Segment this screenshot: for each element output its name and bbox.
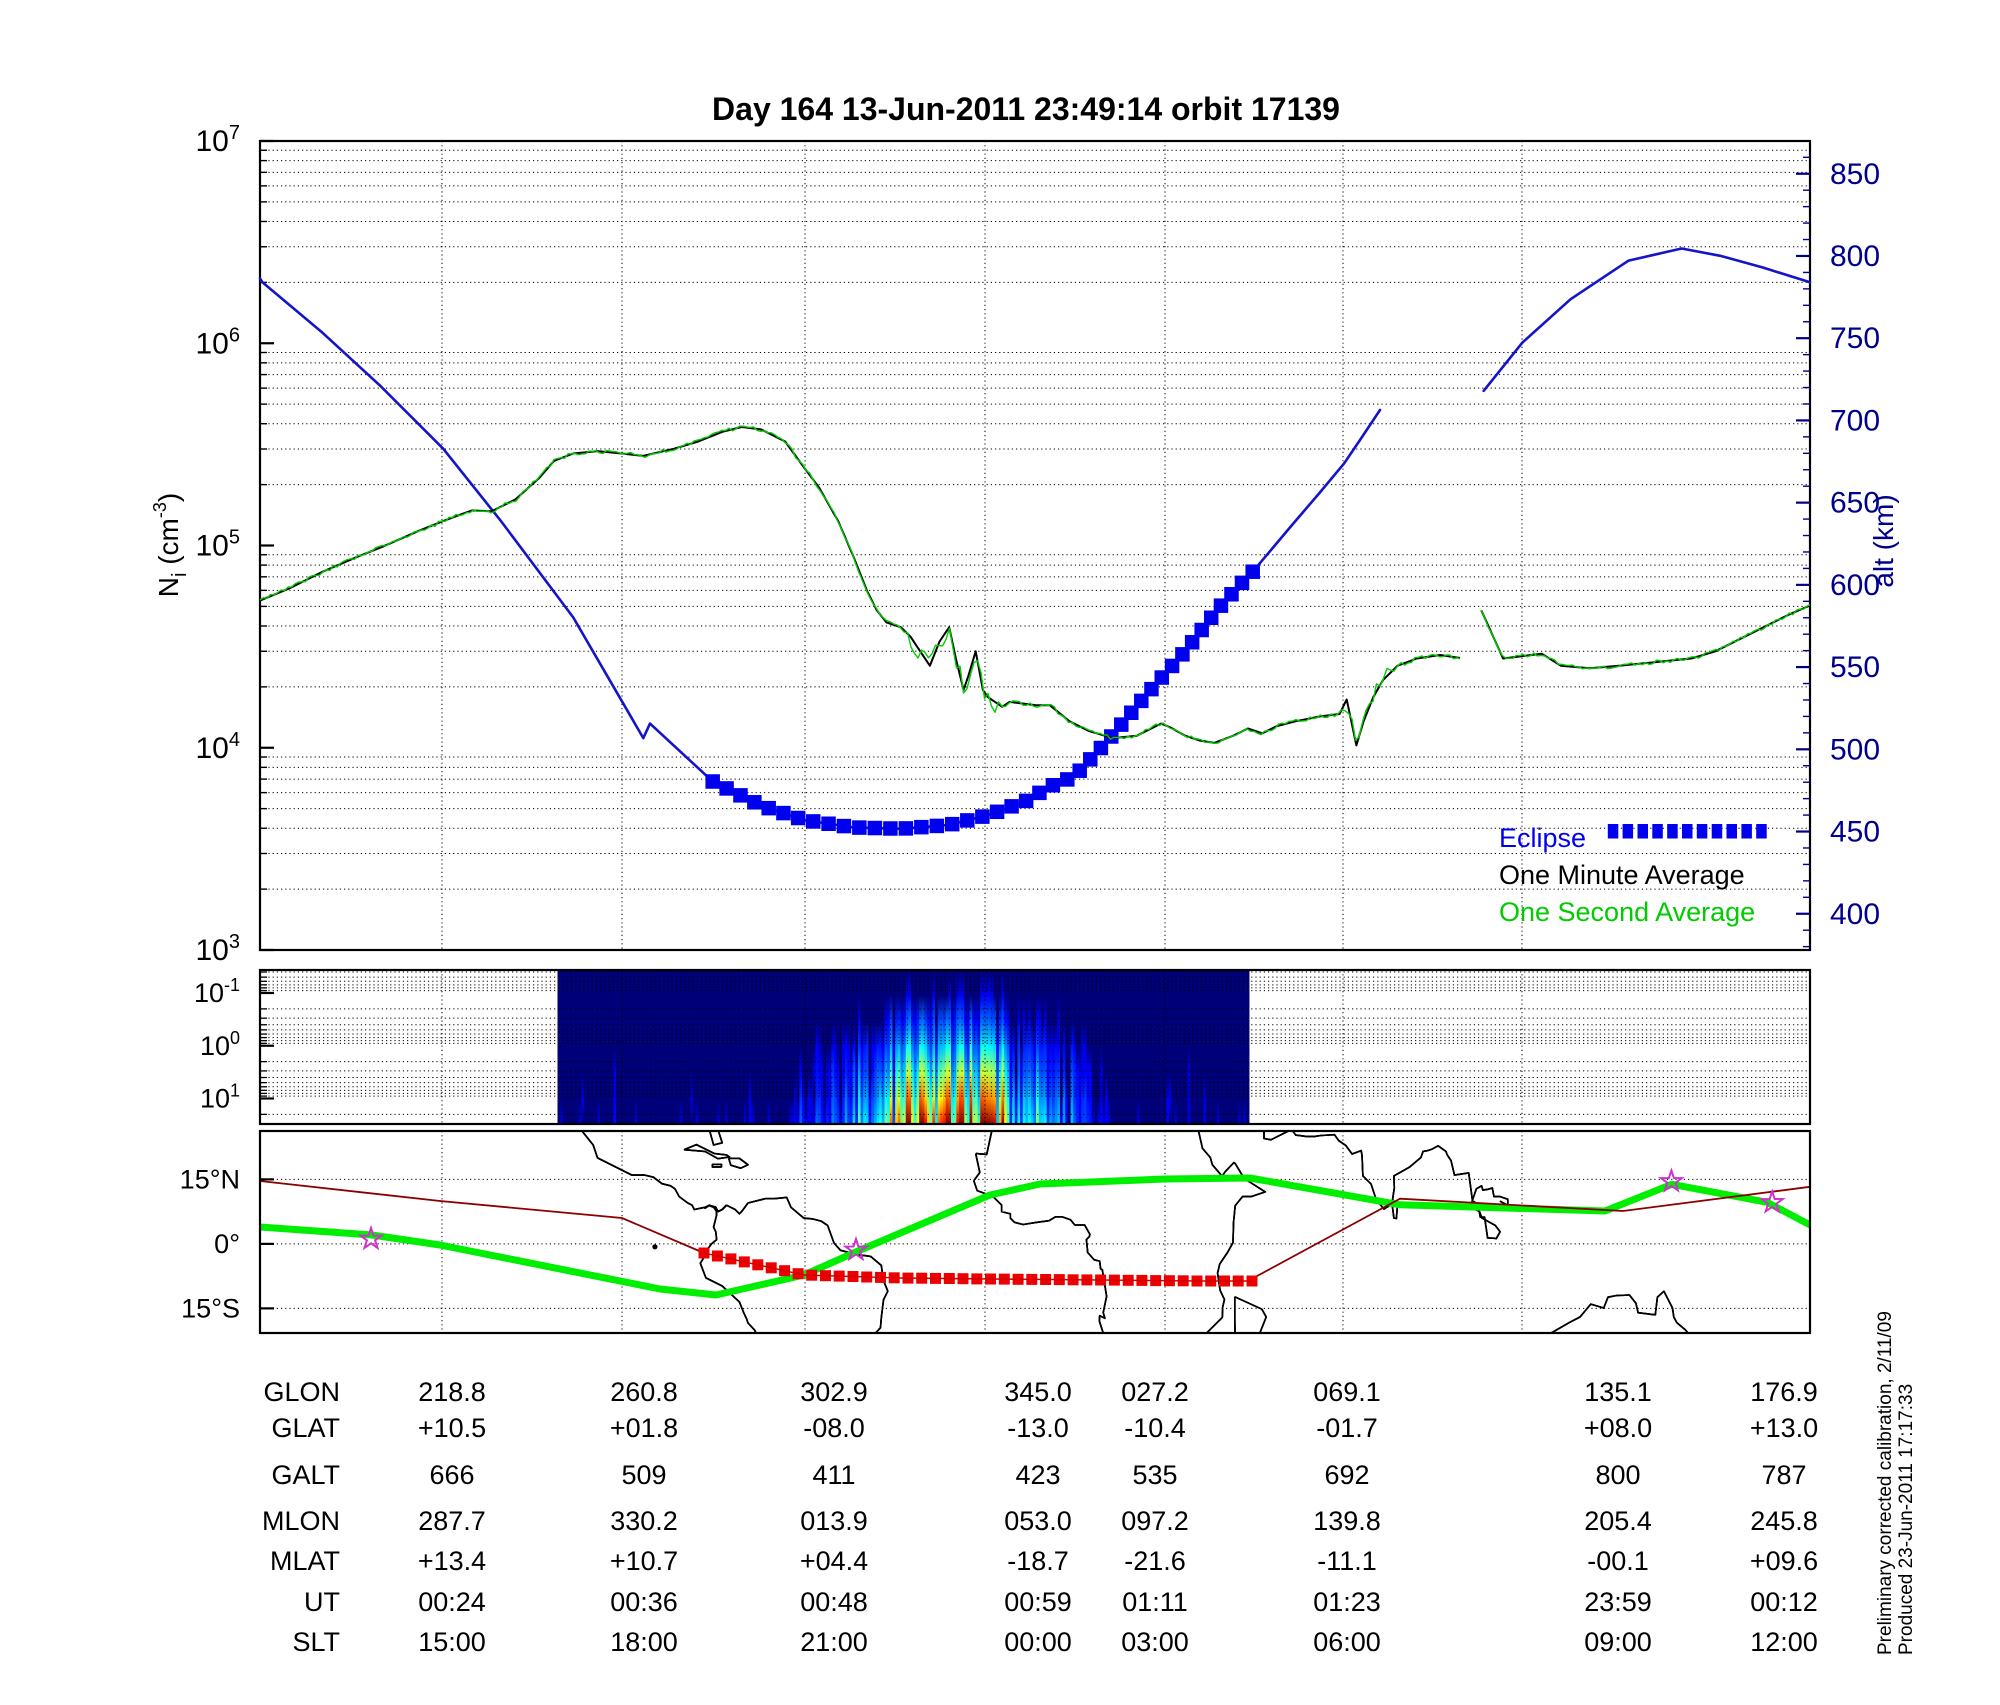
svg-text:One Second Average: One Second Average	[1499, 897, 1755, 927]
svg-text:800: 800	[1595, 1460, 1640, 1490]
svg-text:+08.0: +08.0	[1584, 1413, 1652, 1443]
svg-text:21:00: 21:00	[800, 1627, 868, 1657]
svg-text:692: 692	[1324, 1460, 1369, 1490]
svg-text:03:00: 03:00	[1121, 1627, 1189, 1657]
svg-text:MLAT: MLAT	[270, 1546, 340, 1576]
svg-text:Eclipse: Eclipse	[1499, 823, 1586, 853]
svg-text:01:11: 01:11	[1122, 1587, 1188, 1617]
svg-text:-08.0: -08.0	[803, 1413, 865, 1443]
svg-text:GALT: GALT	[271, 1460, 340, 1490]
svg-text:-10.4: -10.4	[1124, 1413, 1186, 1443]
svg-text:23:59: 23:59	[1584, 1587, 1652, 1617]
svg-text:500: 500	[1830, 733, 1880, 766]
svg-text:400: 400	[1830, 898, 1880, 931]
svg-text:SLT: SLT	[292, 1627, 340, 1657]
svg-text:+04.4: +04.4	[800, 1546, 868, 1576]
svg-text:053.0: 053.0	[1004, 1506, 1072, 1536]
svg-text:287.7: 287.7	[418, 1506, 486, 1536]
svg-text:013.9: 013.9	[800, 1506, 868, 1536]
svg-text:UT: UT	[304, 1587, 340, 1617]
svg-text:0°: 0°	[214, 1229, 240, 1259]
svg-text:423: 423	[1015, 1460, 1060, 1490]
svg-text:097.2: 097.2	[1121, 1506, 1189, 1536]
svg-text:+01.8: +01.8	[610, 1413, 678, 1443]
svg-text:535: 535	[1132, 1460, 1177, 1490]
svg-text:GLAT: GLAT	[271, 1413, 340, 1443]
svg-text:00:48: 00:48	[800, 1587, 868, 1617]
svg-text:245.8: 245.8	[1750, 1506, 1818, 1536]
svg-text:218.8: 218.8	[418, 1377, 486, 1407]
svg-text:700: 700	[1830, 404, 1880, 437]
svg-text:666: 666	[429, 1460, 474, 1490]
svg-text:411: 411	[812, 1460, 855, 1490]
svg-text:260.8: 260.8	[610, 1377, 678, 1407]
svg-text:00:36: 00:36	[610, 1587, 678, 1617]
svg-text:+10.7: +10.7	[610, 1546, 678, 1576]
svg-text:06:00: 06:00	[1313, 1627, 1381, 1657]
svg-text:509: 509	[621, 1460, 666, 1490]
svg-text:09:00: 09:00	[1584, 1627, 1652, 1657]
svg-text:-21.6: -21.6	[1124, 1546, 1186, 1576]
svg-text:750: 750	[1830, 322, 1880, 355]
svg-text:+09.6: +09.6	[1750, 1546, 1818, 1576]
svg-text:Preliminary corrected calibrat: Preliminary corrected calibration, 2/11/…	[1875, 1311, 1896, 1655]
svg-text:345.0: 345.0	[1004, 1377, 1072, 1407]
svg-text:+13.4: +13.4	[418, 1546, 486, 1576]
svg-text:069.1: 069.1	[1313, 1377, 1381, 1407]
svg-text:135.1: 135.1	[1584, 1377, 1652, 1407]
svg-text:-18.7: -18.7	[1007, 1546, 1069, 1576]
svg-text:205.4: 205.4	[1584, 1506, 1652, 1536]
svg-text:Produced 23-Jun-2011 17:17:33: Produced 23-Jun-2011 17:17:33	[1896, 1384, 1917, 1655]
svg-text:15°N: 15°N	[180, 1164, 240, 1194]
svg-text:027.2: 027.2	[1121, 1377, 1189, 1407]
svg-text:+10.5: +10.5	[418, 1413, 486, 1443]
svg-text:-11.1: -11.1	[1317, 1546, 1377, 1576]
svg-text:00:59: 00:59	[1004, 1587, 1072, 1617]
svg-text:139.8: 139.8	[1313, 1506, 1381, 1536]
svg-text:330.2: 330.2	[610, 1506, 678, 1536]
svg-text:00:00: 00:00	[1004, 1627, 1072, 1657]
svg-text:-00.1: -00.1	[1587, 1546, 1649, 1576]
svg-text:850: 850	[1830, 158, 1880, 191]
svg-text:15:00: 15:00	[418, 1627, 486, 1657]
svg-text:One Minute Average: One Minute Average	[1499, 860, 1745, 890]
svg-text:450: 450	[1830, 816, 1880, 849]
svg-text:01:23: 01:23	[1313, 1587, 1381, 1617]
svg-text:+13.0: +13.0	[1750, 1413, 1818, 1443]
svg-text:650: 650	[1830, 487, 1880, 520]
svg-text:00:12: 00:12	[1750, 1587, 1818, 1617]
svg-text:600: 600	[1830, 569, 1880, 602]
svg-text:-01.7: -01.7	[1316, 1413, 1378, 1443]
svg-text:12:00: 12:00	[1750, 1627, 1818, 1657]
svg-text:Day 164 13-Jun-2011 23:49:14: Day 164 13-Jun-2011 23:49:14 orbit 17139	[712, 91, 1340, 127]
svg-text:800: 800	[1830, 240, 1880, 273]
svg-text:18:00: 18:00	[610, 1627, 678, 1657]
svg-text:00:24: 00:24	[418, 1587, 486, 1617]
svg-text:302.9: 302.9	[800, 1377, 868, 1407]
svg-text:15°S: 15°S	[181, 1293, 240, 1323]
svg-text:MLON: MLON	[262, 1506, 340, 1536]
svg-text:787: 787	[1761, 1460, 1806, 1490]
svg-text:GLON: GLON	[263, 1377, 340, 1407]
svg-text:550: 550	[1830, 651, 1880, 684]
svg-text:176.9: 176.9	[1750, 1377, 1818, 1407]
svg-text:-13.0: -13.0	[1007, 1413, 1069, 1443]
